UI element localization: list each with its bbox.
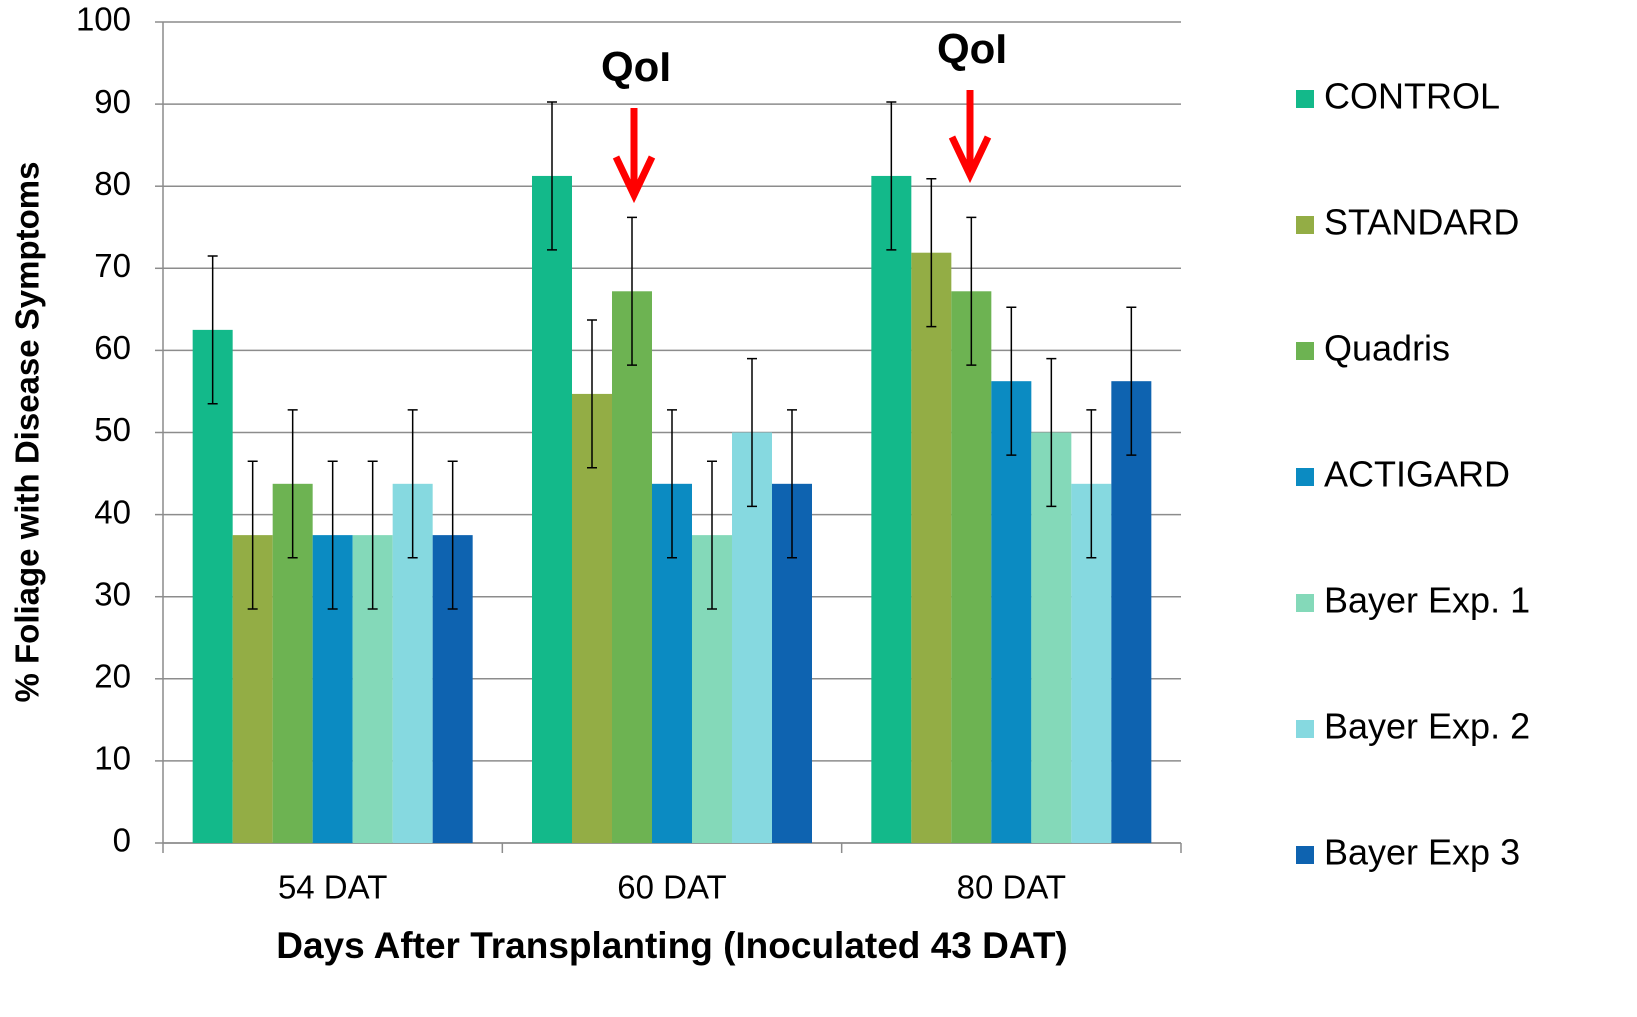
chart: Days After Transplanting (Inoculated 43 … bbox=[0, 0, 1637, 1017]
legend-label: ACTIGARD bbox=[1324, 454, 1510, 495]
y-tick-label: 70 bbox=[94, 247, 131, 284]
bar bbox=[951, 291, 991, 843]
legend-swatch bbox=[1296, 342, 1314, 360]
y-tick-label: 50 bbox=[94, 411, 131, 448]
y-axis-title: % Foliage with Disease Symptoms bbox=[9, 162, 46, 703]
legend-swatch bbox=[1296, 90, 1314, 108]
x-tick-label: 80 DAT bbox=[957, 869, 1066, 906]
y-tick-label: 10 bbox=[94, 740, 131, 777]
legend-label: CONTROL bbox=[1324, 76, 1500, 117]
x-tick-label: 60 DAT bbox=[617, 869, 726, 906]
legend-label: Quadris bbox=[1324, 328, 1450, 369]
y-tick-label: 30 bbox=[94, 575, 131, 612]
legend-swatch bbox=[1296, 468, 1314, 486]
bar bbox=[612, 291, 652, 843]
page: Days After Transplanting (Inoculated 43 … bbox=[0, 0, 1637, 1017]
y-tick-label: 40 bbox=[94, 493, 131, 530]
y-tick-label: 80 bbox=[94, 165, 131, 202]
legend-swatch bbox=[1296, 720, 1314, 738]
annotation: QoI bbox=[937, 25, 1007, 72]
legend-label: Bayer Exp 3 bbox=[1324, 832, 1520, 873]
bar bbox=[911, 253, 951, 843]
bar bbox=[193, 330, 233, 843]
y-tick-label: 0 bbox=[113, 822, 131, 859]
y-tick-label: 100 bbox=[76, 1, 131, 38]
legend-label: Bayer Exp. 1 bbox=[1324, 580, 1530, 621]
legend-swatch bbox=[1296, 846, 1314, 864]
bar bbox=[532, 176, 572, 843]
x-tick-label: 54 DAT bbox=[278, 869, 387, 906]
legend-label: Bayer Exp. 2 bbox=[1324, 706, 1530, 747]
annotation: QoI bbox=[601, 43, 671, 90]
arrow bbox=[952, 90, 988, 175]
y-tick-label: 20 bbox=[94, 658, 131, 695]
y-tick-label: 60 bbox=[94, 329, 131, 366]
arrow bbox=[616, 108, 652, 195]
y-tick-label: 90 bbox=[94, 83, 131, 120]
x-axis-title: Days After Transplanting (Inoculated 43 … bbox=[276, 925, 1068, 966]
legend-swatch bbox=[1296, 594, 1314, 612]
legend-swatch bbox=[1296, 216, 1314, 234]
legend-label: STANDARD bbox=[1324, 202, 1519, 243]
bar bbox=[871, 176, 911, 843]
